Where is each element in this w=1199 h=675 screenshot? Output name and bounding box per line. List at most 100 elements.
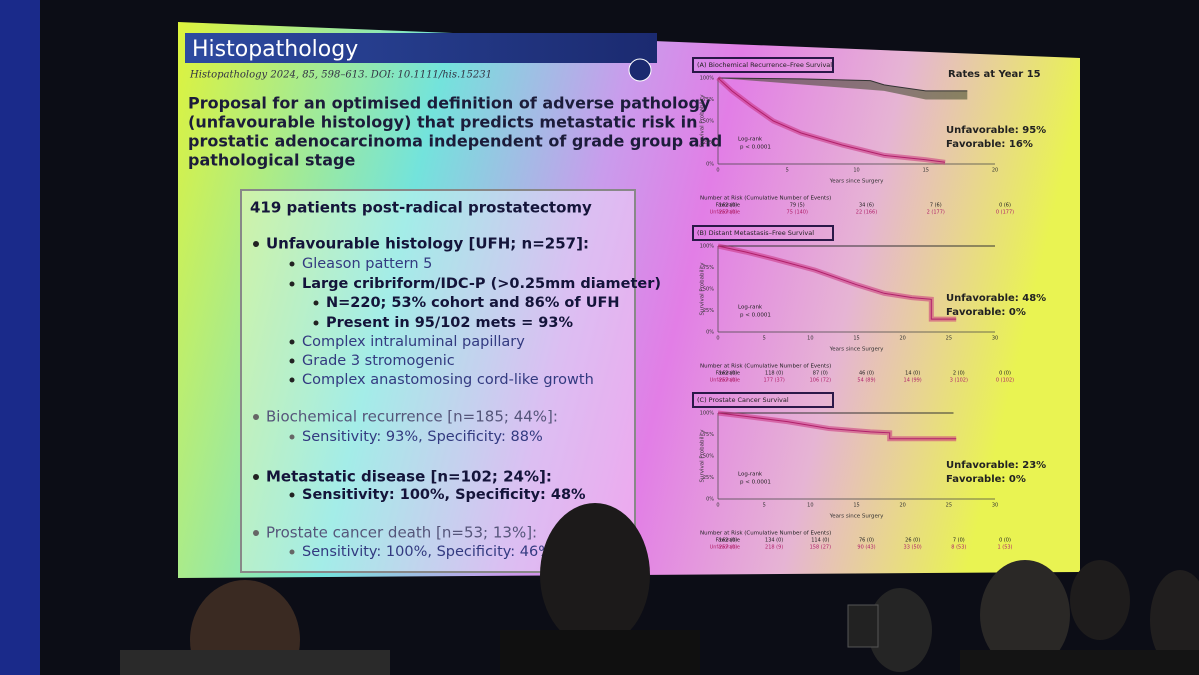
bullet <box>289 434 295 440</box>
bullet <box>289 549 295 555</box>
risk-cell: 76 (0) <box>859 538 874 544</box>
y-tick-label: 25% <box>703 308 714 314</box>
risk-cell: 0 (0) <box>999 538 1011 544</box>
panel-label: (C) Prostate Cancer Survival <box>697 396 789 404</box>
risk-cell: 257 (0) <box>719 378 737 384</box>
km-panel: (B) Distant Metastasis–Free Survival 0% 25… <box>692 225 1046 384</box>
x-tick-label: 15 <box>853 336 859 342</box>
risk-cell: 87 (0) <box>813 371 828 377</box>
rate-favorable: Favorable: 16% <box>946 139 1033 150</box>
header-title: Histopathology <box>192 37 358 62</box>
panel-label: (B) Distant Metastasis–Free Survival <box>697 229 814 237</box>
risk-cell: 257 (0) <box>719 210 737 216</box>
risk-cell: 2 (177) <box>927 210 945 216</box>
p-value: p < 0.0001 <box>740 313 771 319</box>
panel-label-box <box>692 57 834 73</box>
risk-cell: 14 (0) <box>905 371 920 377</box>
risk-cell: 8 (53) <box>951 545 966 551</box>
bullet-text: Prostate cancer death [n=53; 13%]: <box>266 524 537 542</box>
bullet <box>289 377 295 383</box>
risk-header: Number at Risk (Cumulative Number of Eve… <box>700 364 831 370</box>
risk-cell: 54 (89) <box>857 378 875 384</box>
x-axis-label: Years since Surgery <box>829 347 885 353</box>
x-tick-label: 10 <box>853 168 859 174</box>
bullet <box>289 339 295 345</box>
x-tick-label: 25 <box>946 503 952 509</box>
y-tick-label: 25% <box>703 475 714 481</box>
risk-header: Number at Risk (Cumulative Number of Eve… <box>700 531 831 537</box>
x-tick-label: 15 <box>923 168 929 174</box>
rate-unfavorable: Unfavorable: 48% <box>946 293 1046 304</box>
x-tick-label: 30 <box>992 336 998 342</box>
y-tick-label: 100% <box>700 76 715 82</box>
y-tick-label: 0% <box>706 330 714 336</box>
panel-label: (A) Biochemical Recurrence–Free Survival <box>697 61 832 69</box>
risk-header: Number at Risk (Cumulative Number of Eve… <box>700 196 831 202</box>
x-tick-label: 0 <box>716 336 719 342</box>
y-tick-label: 75% <box>703 97 714 103</box>
bullet-text: Metastatic disease [n=102; 24%]: <box>266 468 552 486</box>
bullet <box>253 474 259 480</box>
y-tick-label: 100% <box>700 244 715 250</box>
x-tick-label: 15 <box>853 503 859 509</box>
bullet-text: Grade 3 stromogenic <box>302 353 455 369</box>
x-axis-label: Years since Surgery <box>829 514 885 520</box>
bullet-text: Complex anastomosing cord-like growth <box>302 372 594 388</box>
risk-cell: 79 (5) <box>790 203 805 209</box>
x-tick-label: 30 <box>992 503 998 509</box>
rate-favorable: Favorable: 0% <box>946 307 1026 318</box>
slide-title: Proposal for an optimised definition of … <box>188 94 722 170</box>
p-value: p < 0.0001 <box>740 145 771 151</box>
x-tick-label: 0 <box>716 168 719 174</box>
unfavorable-line <box>717 245 957 320</box>
y-tick-label: 0% <box>706 162 714 168</box>
risk-row-name: Favorable <box>716 538 740 544</box>
bullet-text: Large cribriform/IDC-P (>0.25mm diameter… <box>302 276 661 292</box>
bullet <box>253 414 259 420</box>
y-tick-label: 0% <box>706 497 714 503</box>
risk-cell: 218 (9) <box>765 545 783 551</box>
bullet <box>289 281 295 287</box>
risk-row-name: Unfavorable <box>710 210 740 216</box>
bullet-text: Present in 95/102 mets = 93% <box>326 315 573 331</box>
x-tick-label: 0 <box>716 503 719 509</box>
bullet-text: Sensitivity: 100%, Specificity: 46% <box>302 544 552 560</box>
y-axis-label: Survival Probability <box>700 262 706 316</box>
bullet-text: Unfavourable histology [UFH; n=257]: <box>266 235 589 253</box>
header-bar <box>185 33 657 63</box>
audience <box>120 503 1199 675</box>
km-panels: Rates at Year 15(A) Biochemical Recurren… <box>692 57 1046 551</box>
x-tick-label: 20 <box>992 168 998 174</box>
title-line: pathological stage <box>188 151 355 170</box>
risk-cell: 0 (177) <box>996 210 1014 216</box>
rate-unfavorable: Unfavorable: 95% <box>946 125 1046 136</box>
risk-cell: 118 (0) <box>765 371 783 377</box>
risk-cell: 26 (0) <box>905 538 920 544</box>
bullet-text: Gleason pattern 5 <box>302 256 432 272</box>
bullet-text: N=220; 53% cohort and 86% of UFH <box>326 295 620 311</box>
risk-cell: 1 (53) <box>997 545 1012 551</box>
title-line: Proposal for an optimised definition of … <box>188 94 711 113</box>
x-tick-label: 25 <box>946 336 952 342</box>
risk-cell: 3 (102) <box>950 378 968 384</box>
risk-cell: 0 (0) <box>999 371 1011 377</box>
risk-cell: 2 (0) <box>953 371 965 377</box>
y-axis-label: Survival Probability <box>700 94 706 148</box>
bullet <box>289 358 295 364</box>
risk-cell: 0 (6) <box>999 203 1011 209</box>
bullet-text: Sensitivity: 100%, Specificity: 48% <box>302 487 586 503</box>
x-tick-label: 20 <box>899 503 905 509</box>
risk-cell: 75 (140) <box>787 210 808 216</box>
panel-label-box <box>692 392 834 408</box>
bullet-text: Biochemical recurrence [n=185; 44%]: <box>266 408 558 426</box>
bullet <box>253 241 259 247</box>
y-tick-label: 25% <box>703 140 714 146</box>
logo <box>628 58 652 82</box>
x-tick-label: 10 <box>807 336 813 342</box>
risk-cell: 0 (102) <box>996 378 1014 384</box>
risk-cell: 162 (0) <box>719 371 737 377</box>
y-tick-label: 75% <box>703 432 714 438</box>
y-tick-label: 100% <box>700 411 715 417</box>
box-heading: 419 patients post-radical prostatectomy <box>250 199 592 217</box>
